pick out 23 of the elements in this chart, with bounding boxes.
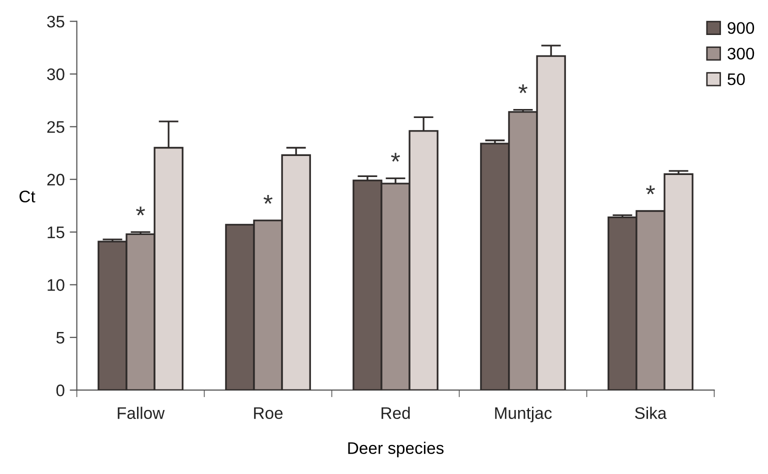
y-axis-title: Ct (20, 190, 36, 202)
x-tick-label: Red (382, 406, 410, 420)
y-tick-label: 25 (47, 121, 64, 133)
legend-label: 900 (728, 22, 754, 34)
annotation: * (391, 152, 400, 162)
x-axis-title: Deer species (348, 442, 444, 458)
annotation: * (264, 194, 273, 204)
y-tick-label: 0 (56, 384, 64, 396)
annotation: * (646, 186, 655, 194)
y-tick-label: 5 (56, 332, 64, 344)
y-tick-label: 15 (48, 226, 64, 238)
x-tick-label: Muntjac (495, 406, 552, 422)
x-tick-label: Sika (635, 406, 667, 420)
x-tick-label: Roe (254, 407, 283, 420)
y-tick-label: 10 (48, 279, 64, 291)
legend-label: 300 (728, 48, 754, 60)
y-tick-label: 35 (47, 16, 64, 28)
x-tick-label: Fallow (118, 406, 165, 420)
y-tick-label: 30 (47, 68, 64, 80)
y-tick-label: 20 (47, 174, 64, 186)
legend-label: 50 (728, 73, 745, 86)
annotation: * (518, 84, 528, 94)
annotation: * (136, 206, 146, 216)
